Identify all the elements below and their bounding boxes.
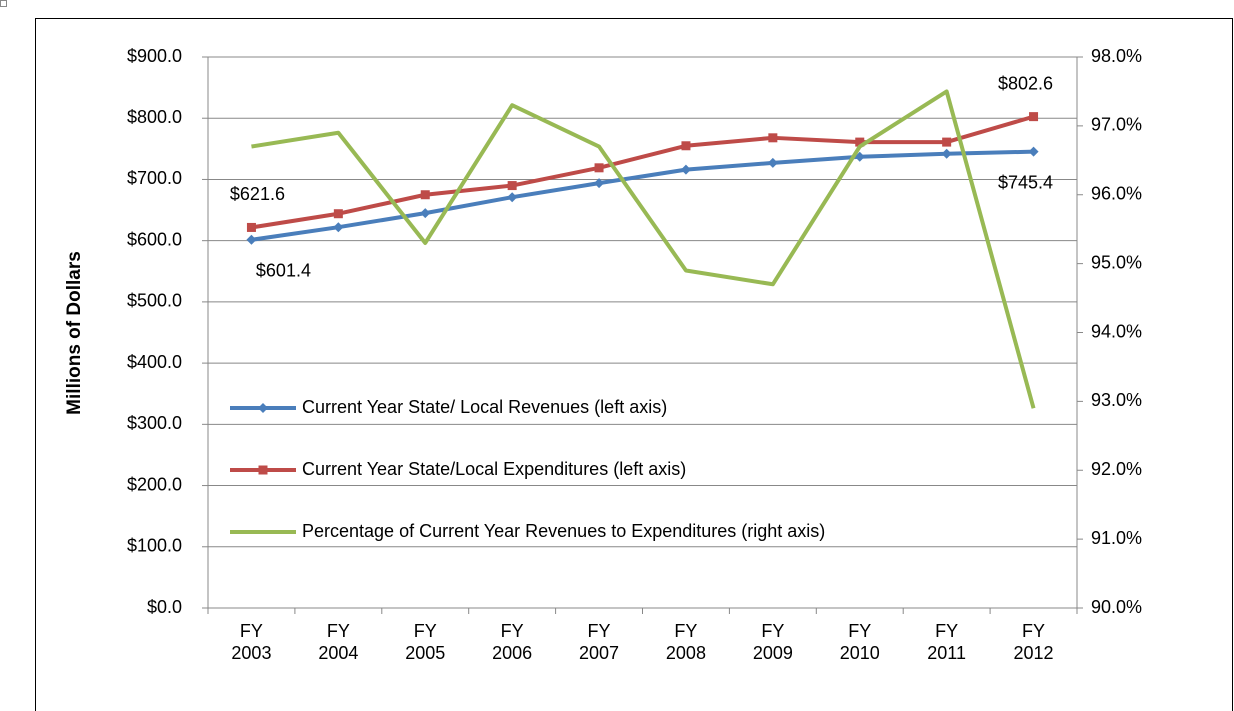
- y-tick-label: $700.0: [127, 168, 182, 188]
- y2-tick-label: 91.0%: [1091, 528, 1142, 548]
- point: [941, 148, 952, 159]
- point: [767, 157, 778, 168]
- point: [507, 192, 518, 203]
- series-line: [251, 149, 1034, 242]
- point: [1028, 146, 1039, 157]
- point: [680, 164, 691, 175]
- series-line: [251, 89, 1036, 409]
- point: [768, 133, 778, 143]
- y2-tick-label: 98.0%: [1091, 46, 1142, 66]
- x-tick-label: FY 2003: [231, 621, 272, 663]
- point: [854, 151, 865, 162]
- x-tick-label: FY 2007: [579, 621, 620, 663]
- y-axis-title: Millions of Dollars: [64, 251, 85, 415]
- y2-tick-label: 90.0%: [1091, 597, 1142, 617]
- x-tick-label: FY 2008: [665, 621, 706, 663]
- point: [246, 234, 257, 245]
- data-label: $745.4: [998, 172, 1053, 192]
- y-tick-label: $200.0: [127, 474, 182, 494]
- y2-tick-label: 93.0%: [1091, 390, 1142, 410]
- x-tick-label: FY 2009: [752, 621, 793, 663]
- chart-border: [35, 18, 1233, 711]
- y-tick-label: $0.0: [147, 597, 182, 617]
- point: [420, 208, 431, 219]
- legend-label: Current Year State/ Local Revenues (left…: [302, 397, 667, 417]
- x-tick-label: FY 2005: [405, 621, 446, 663]
- data-label: $621.6: [230, 184, 285, 204]
- x-tick-label: FY 2011: [927, 621, 966, 663]
- x-tick-label: FY 2004: [318, 621, 359, 663]
- x-tick-label: FY 2006: [492, 621, 533, 663]
- point: [333, 209, 343, 219]
- y-tick-label: $300.0: [127, 413, 182, 433]
- y-tick-label: $100.0: [127, 536, 182, 556]
- point: [855, 137, 865, 147]
- y-tick-label: $800.0: [127, 107, 182, 127]
- point: [507, 181, 517, 191]
- data-label: $802.6: [998, 73, 1053, 93]
- point: [594, 178, 605, 189]
- y-tick-label: $900.0: [127, 46, 182, 66]
- point: [420, 190, 430, 200]
- y2-tick-label: 96.0%: [1091, 184, 1142, 204]
- point: [681, 141, 691, 151]
- series-line: [251, 114, 1035, 230]
- legend-label: Current Year State/Local Expenditures (l…: [302, 459, 686, 479]
- data-label: $601.4: [256, 261, 311, 281]
- legend-marker: [258, 403, 268, 413]
- x-tick-label: FY 2010: [839, 621, 880, 663]
- y2-tick-label: 97.0%: [1091, 115, 1142, 135]
- point: [333, 222, 344, 233]
- point: [594, 163, 604, 173]
- corner-handle: [0, 0, 7, 7]
- legend-label: Percentage of Current Year Revenues to E…: [302, 521, 825, 541]
- y-tick-label: $600.0: [127, 229, 182, 249]
- y-tick-label: $500.0: [127, 291, 182, 311]
- y-tick-label: $400.0: [127, 352, 182, 372]
- y2-tick-label: 95.0%: [1091, 252, 1142, 272]
- y2-tick-label: 92.0%: [1091, 459, 1142, 479]
- x-tick-label: FY 2012: [1013, 621, 1054, 663]
- y2-tick-label: 94.0%: [1091, 321, 1142, 341]
- legend-marker: [258, 465, 268, 475]
- point: [1029, 112, 1039, 122]
- point: [246, 222, 256, 232]
- point: [942, 137, 952, 147]
